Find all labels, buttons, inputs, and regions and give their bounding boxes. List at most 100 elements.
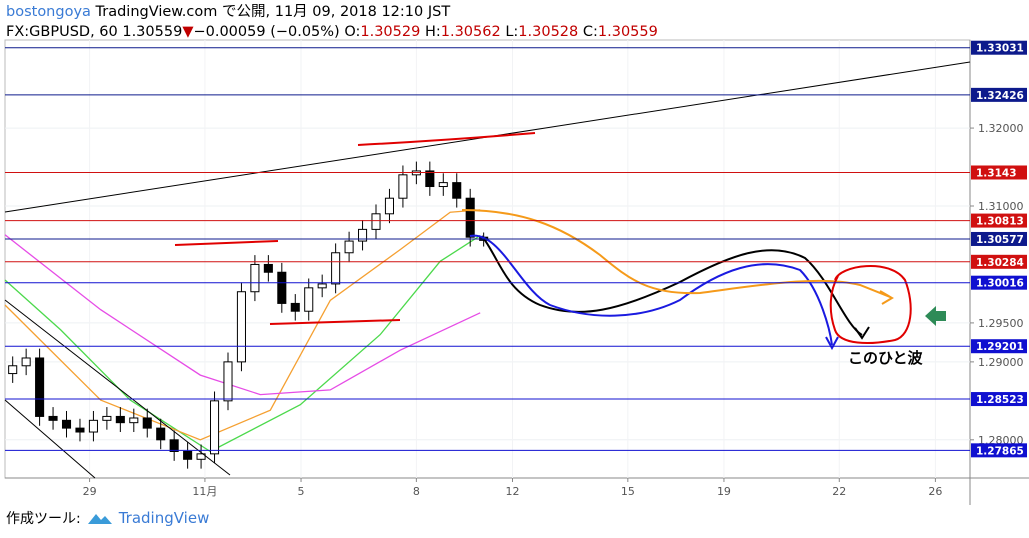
hand-stroke <box>357 132 536 146</box>
candle-body <box>183 451 193 460</box>
candle-body <box>371 213 381 230</box>
candle-body <box>263 263 273 273</box>
l-value: 1.30528 <box>518 24 579 40</box>
y-tick-label: 1.32000 <box>978 122 1024 135</box>
candle-body <box>452 182 462 199</box>
level-label-box <box>971 231 1027 246</box>
candle-body <box>438 182 448 188</box>
candle-body <box>61 419 72 429</box>
candle-body <box>129 417 139 424</box>
x-tick-label: 8 <box>413 485 420 498</box>
level-label: 1.32426 <box>976 90 1024 102</box>
plot-layer <box>4 40 970 478</box>
arrow: ▼ <box>182 24 194 40</box>
candle-body <box>236 291 246 363</box>
symbol: FX:GBPUSD, 60 1.30559 <box>6 24 183 40</box>
level-label-box <box>971 392 1027 407</box>
y-tick-label: 1.31000 <box>978 200 1024 213</box>
l-label: L: <box>505 24 519 40</box>
level-label: 1.27865 <box>976 445 1024 457</box>
candle-body <box>384 197 394 215</box>
c-value: 1.30559 <box>597 24 658 40</box>
candle-body <box>8 365 18 375</box>
level-label-box <box>971 339 1027 354</box>
author: bostongoya <box>6 4 91 20</box>
h-value: 1.30562 <box>440 24 501 40</box>
candle-body <box>35 357 45 417</box>
candle-body <box>142 417 152 429</box>
level-label-box <box>971 275 1027 290</box>
c-label: C: <box>582 24 598 40</box>
arrow-head <box>854 326 870 340</box>
candle-body <box>344 240 354 254</box>
o-value: 1.30529 <box>360 24 421 40</box>
candle-body <box>277 271 287 304</box>
made-with: 作成ツール: <box>6 511 81 527</box>
level-label: 1.3143 <box>976 167 1017 179</box>
level-label-box <box>971 87 1027 102</box>
level-label: 1.30813 <box>976 216 1024 228</box>
brand[interactable]: TradingView <box>118 509 210 527</box>
header: bostongoya TradingView.com で公開, 11月 09, … <box>6 2 658 42</box>
change: −0.00059 (−0.05%) <box>193 24 340 40</box>
x-tick-label: 29 <box>83 485 97 498</box>
x-tick-label: 12 <box>505 485 519 498</box>
level-label: 1.30577 <box>976 234 1024 246</box>
level-label-box <box>971 40 1027 55</box>
candle-body <box>331 252 341 285</box>
arrow-head <box>879 290 894 305</box>
x-tick-label: 22 <box>832 485 846 498</box>
logo <box>87 514 112 524</box>
candle-body <box>169 439 179 453</box>
candle-body <box>75 427 85 433</box>
level-label-box <box>971 443 1027 458</box>
x-tick-label: 19 <box>717 485 731 498</box>
arrow-head <box>825 336 839 351</box>
chart: このひと波 1.320001.310001.295001.290001.2800… <box>4 39 1029 505</box>
moving-average <box>4 235 481 453</box>
candle-body <box>250 263 260 293</box>
level-label: 1.28523 <box>976 394 1024 406</box>
candle-body <box>102 415 112 421</box>
candle-body <box>209 400 220 455</box>
plot-frame <box>4 39 971 479</box>
level-label: 1.30016 <box>976 278 1024 290</box>
footer: 作成ツール: TradingView <box>6 508 209 528</box>
candle-body <box>115 415 125 424</box>
x-tick-label: 26 <box>928 485 942 498</box>
candle-body <box>465 197 475 238</box>
candle-body <box>88 419 98 433</box>
candle-body <box>398 174 408 199</box>
moving-average <box>4 234 481 396</box>
x-tick-label: 11月 <box>192 485 217 498</box>
candle-body <box>223 361 233 402</box>
trend-line <box>4 399 96 479</box>
projection-blue <box>469 234 833 346</box>
candle-body <box>317 283 327 289</box>
o-label: O: <box>344 24 361 40</box>
moving-average <box>4 209 481 441</box>
level-label: 1.30284 <box>976 257 1024 269</box>
y-tick-label: 1.29000 <box>978 356 1024 369</box>
y-tick-label: 1.29500 <box>978 317 1024 330</box>
candle-body <box>358 228 368 242</box>
candle-body <box>21 357 31 367</box>
hand-circle <box>829 265 912 344</box>
hand-stroke <box>269 319 401 325</box>
candle-body <box>48 415 58 421</box>
header-line-1: bostongoya TradingView.com で公開, 11月 09, … <box>6 2 658 22</box>
x-tick-label: 5 <box>298 485 305 498</box>
level-label: 1.29201 <box>976 341 1024 353</box>
h-label: H: <box>424 24 441 40</box>
user-drawings <box>4 61 971 479</box>
candle-body <box>156 427 166 441</box>
level-label-box <box>971 165 1027 180</box>
published: TradingView.com で公開, 11月 09, 2018 12:10 … <box>95 4 451 20</box>
level-label: 1.33031 <box>976 43 1024 55</box>
candle-body <box>196 453 206 460</box>
level-label-box <box>971 213 1027 228</box>
green-arrow <box>925 306 946 326</box>
trend-line <box>4 299 231 476</box>
candle-body <box>304 287 314 312</box>
